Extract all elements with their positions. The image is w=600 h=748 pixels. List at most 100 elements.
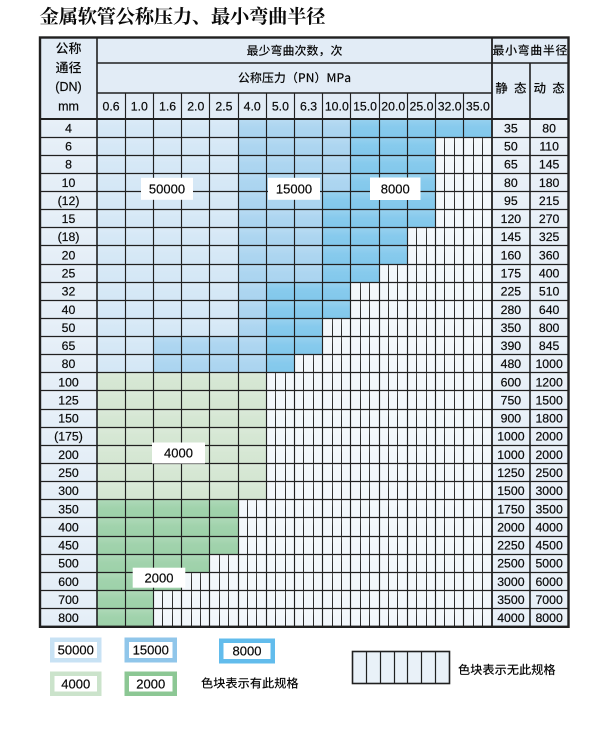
svg-text:6: 6 — [65, 140, 72, 154]
svg-text:20: 20 — [62, 248, 76, 262]
svg-text:8000: 8000 — [381, 181, 410, 196]
svg-text:1000: 1000 — [535, 357, 563, 371]
svg-text:8: 8 — [65, 158, 72, 172]
svg-text:2000: 2000 — [497, 520, 525, 534]
svg-text:4500: 4500 — [535, 539, 563, 553]
svg-text:800: 800 — [539, 321, 560, 335]
svg-text:1800: 1800 — [535, 412, 563, 426]
svg-text:1750: 1750 — [497, 502, 525, 516]
svg-text:225: 225 — [501, 285, 522, 299]
svg-text:80: 80 — [504, 176, 518, 190]
svg-text:1200: 1200 — [535, 375, 563, 389]
svg-text:145: 145 — [539, 158, 560, 172]
svg-text:145: 145 — [501, 230, 522, 244]
svg-text:50000: 50000 — [58, 643, 94, 658]
svg-text:800: 800 — [58, 611, 79, 625]
svg-text:80: 80 — [542, 121, 556, 135]
svg-text:270: 270 — [539, 212, 560, 226]
svg-text:300: 300 — [58, 484, 79, 498]
svg-text:200: 200 — [58, 448, 79, 462]
svg-text:7000: 7000 — [535, 593, 563, 607]
svg-text:4000: 4000 — [535, 520, 563, 534]
svg-text:15000: 15000 — [133, 643, 169, 658]
svg-text:8000: 8000 — [233, 644, 262, 659]
svg-text:350: 350 — [58, 502, 79, 516]
svg-text:2.5: 2.5 — [215, 99, 232, 113]
svg-text:360: 360 — [539, 248, 560, 262]
svg-text:600: 600 — [501, 375, 522, 389]
svg-text:900: 900 — [501, 412, 522, 426]
svg-text:(12): (12) — [58, 194, 80, 208]
svg-text:750: 750 — [501, 393, 522, 407]
svg-text:1.6: 1.6 — [159, 99, 176, 113]
svg-text:2000: 2000 — [535, 448, 563, 462]
svg-text:480: 480 — [501, 357, 522, 371]
svg-text:150: 150 — [58, 412, 79, 426]
svg-text:640: 640 — [539, 303, 560, 317]
svg-text:1250: 1250 — [497, 466, 525, 480]
svg-text:95: 95 — [504, 194, 518, 208]
svg-text:175: 175 — [501, 266, 522, 280]
svg-text:250: 250 — [58, 466, 79, 480]
svg-text:15.0: 15.0 — [353, 99, 377, 113]
svg-text:mm: mm — [58, 100, 79, 114]
svg-text:3000: 3000 — [535, 484, 563, 498]
svg-text:5000: 5000 — [535, 557, 563, 571]
svg-text:390: 390 — [501, 339, 522, 353]
svg-text:510: 510 — [539, 285, 560, 299]
svg-text:1.0: 1.0 — [131, 99, 148, 113]
svg-text:80: 80 — [62, 357, 76, 371]
svg-text:15000: 15000 — [276, 181, 312, 196]
svg-text:120: 120 — [501, 212, 522, 226]
svg-text:100: 100 — [58, 375, 79, 389]
svg-text:2250: 2250 — [497, 539, 525, 553]
svg-text:350: 350 — [501, 321, 522, 335]
svg-text:215: 215 — [539, 194, 560, 208]
svg-text:1000: 1000 — [497, 430, 525, 444]
svg-text:2500: 2500 — [535, 466, 563, 480]
svg-text:25: 25 — [62, 266, 76, 280]
svg-text:125: 125 — [58, 393, 79, 407]
svg-text:3000: 3000 — [497, 575, 525, 589]
svg-text:0.6: 0.6 — [103, 99, 120, 113]
svg-text:700: 700 — [58, 593, 79, 607]
svg-text:4000: 4000 — [497, 611, 525, 625]
svg-text:15: 15 — [62, 212, 76, 226]
svg-text:1500: 1500 — [497, 484, 525, 498]
svg-text:280: 280 — [501, 303, 522, 317]
svg-text:1000: 1000 — [497, 448, 525, 462]
svg-text:2000: 2000 — [145, 570, 174, 585]
svg-text:110: 110 — [539, 140, 559, 154]
svg-text:4.0: 4.0 — [244, 99, 261, 113]
svg-text:32.0: 32.0 — [438, 99, 462, 113]
svg-text:3500: 3500 — [497, 593, 525, 607]
svg-text:50: 50 — [504, 140, 518, 154]
svg-text:10: 10 — [62, 176, 76, 190]
svg-text:40: 40 — [62, 303, 76, 317]
svg-text:4000: 4000 — [61, 676, 90, 691]
svg-text:3500: 3500 — [535, 502, 563, 516]
svg-text:6.3: 6.3 — [300, 99, 317, 113]
svg-text:32: 32 — [62, 285, 76, 299]
svg-text:5.0: 5.0 — [272, 99, 289, 113]
svg-text:500: 500 — [58, 557, 79, 571]
svg-text:8000: 8000 — [535, 611, 563, 625]
svg-text:2500: 2500 — [497, 557, 525, 571]
svg-text:6000: 6000 — [535, 575, 563, 589]
svg-text:2.0: 2.0 — [187, 99, 204, 113]
svg-text:2000: 2000 — [136, 676, 165, 691]
svg-text:35: 35 — [504, 121, 518, 135]
svg-text:400: 400 — [58, 520, 79, 534]
svg-text:10.0: 10.0 — [325, 99, 349, 113]
svg-text:600: 600 — [58, 575, 79, 589]
svg-text:450: 450 — [58, 539, 79, 553]
svg-text:325: 325 — [539, 230, 560, 244]
svg-text:65: 65 — [62, 339, 76, 353]
svg-text:160: 160 — [501, 248, 522, 262]
svg-text:400: 400 — [539, 266, 560, 280]
svg-text:(175): (175) — [54, 430, 83, 444]
svg-text:4000: 4000 — [164, 446, 193, 461]
svg-text:4: 4 — [65, 121, 72, 135]
svg-text:845: 845 — [539, 339, 560, 353]
svg-text:50: 50 — [62, 321, 76, 335]
